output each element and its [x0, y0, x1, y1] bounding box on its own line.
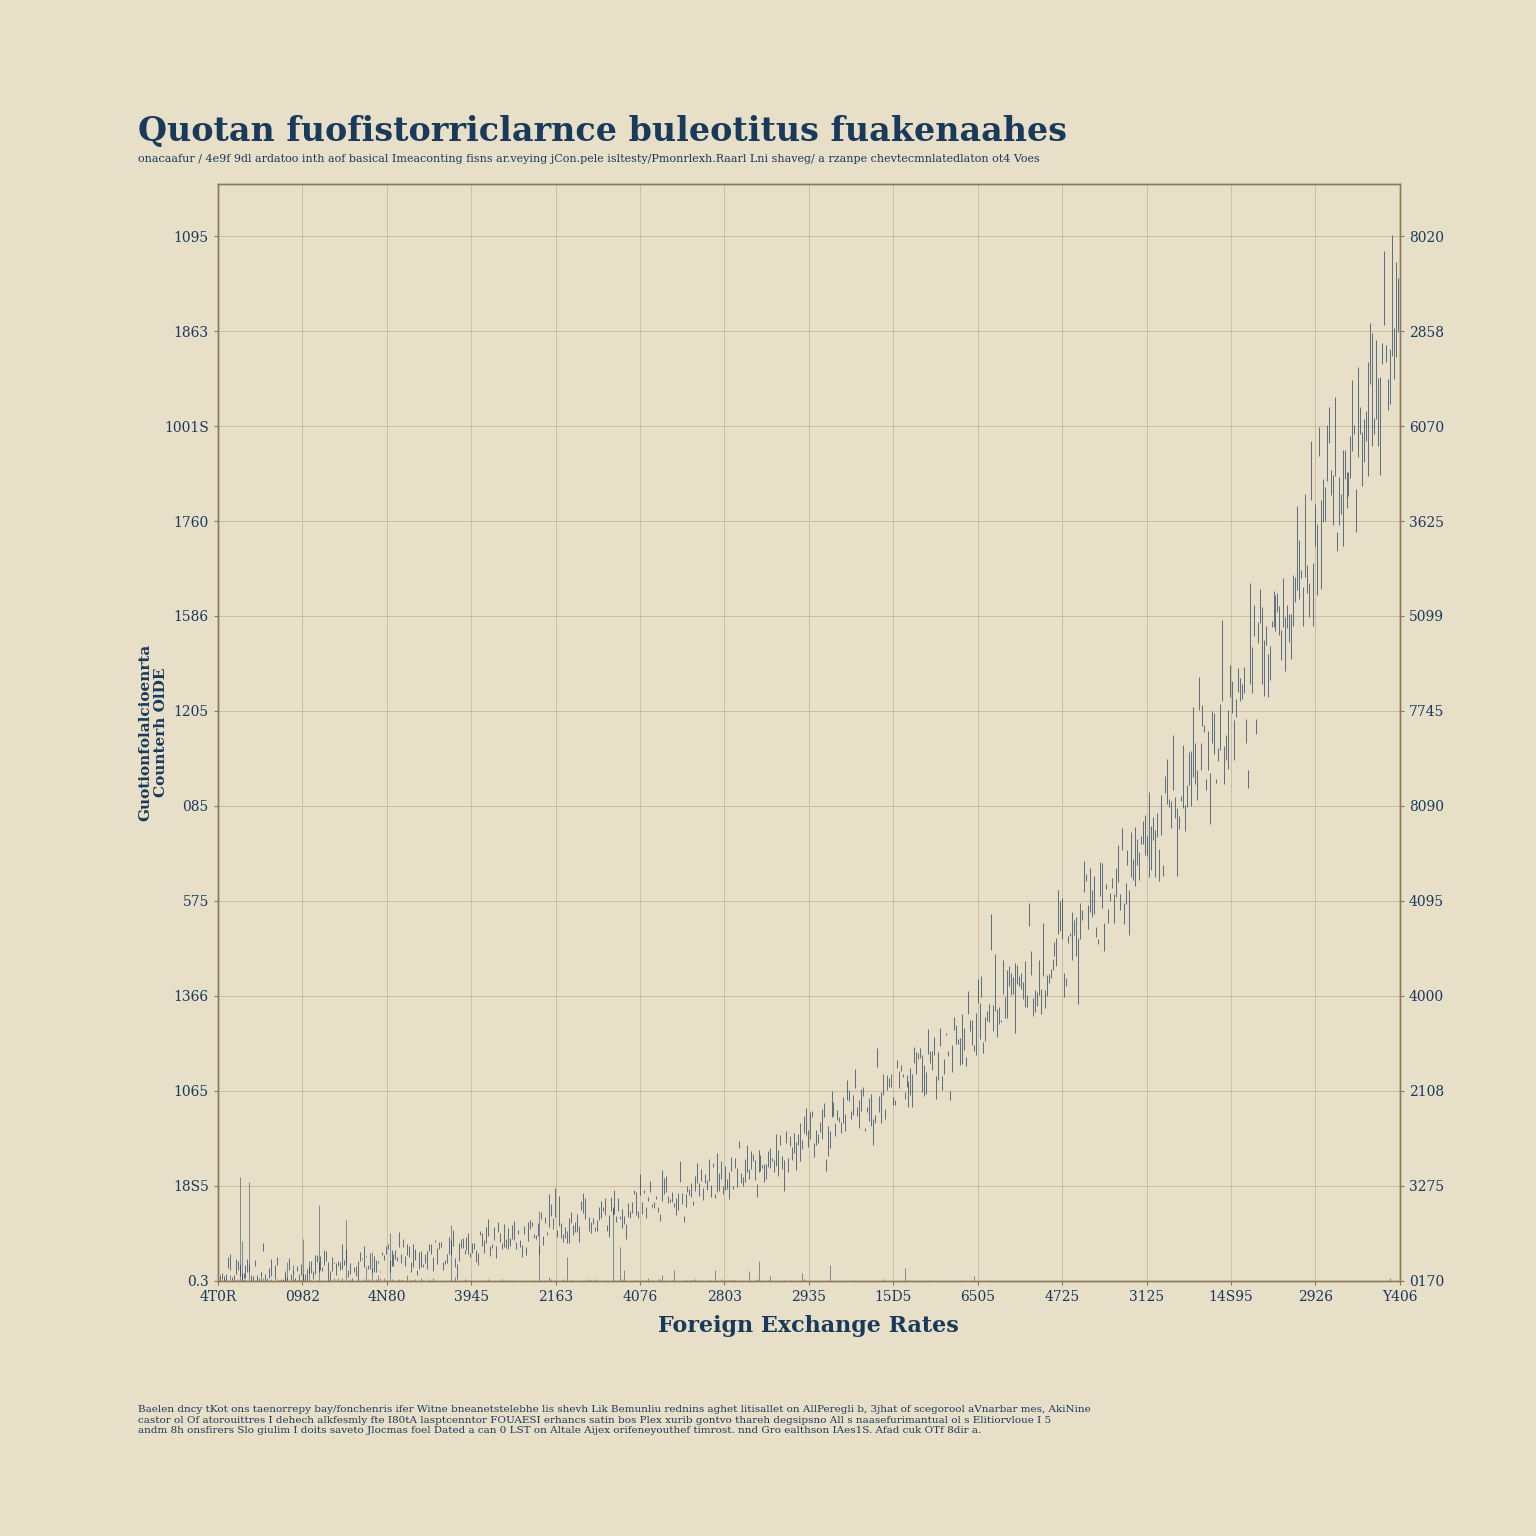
Text: onacaafur / 4e9f 9dl ardatoo inth aof basical Imeaconting fisns ar.veying jCon.p: onacaafur / 4e9f 9dl ardatoo inth aof ba…: [138, 154, 1040, 164]
Text: Baelen dncy tKot ons taenorrepy bay/fonchenris ifer Witne bneanetstelebhe lis sh: Baelen dncy tKot ons taenorrepy bay/fonc…: [138, 1405, 1091, 1435]
Text: Quotan fuofistorriclarnce buleotitus fuakenaahes: Quotan fuofistorriclarnce buleotitus fua…: [138, 115, 1068, 147]
X-axis label: Foreign Exchange Rates: Foreign Exchange Rates: [659, 1315, 958, 1336]
Y-axis label: Guotionfolalcioenrta
Counterh OlDE: Guotionfolalcioenrta Counterh OlDE: [138, 644, 167, 820]
